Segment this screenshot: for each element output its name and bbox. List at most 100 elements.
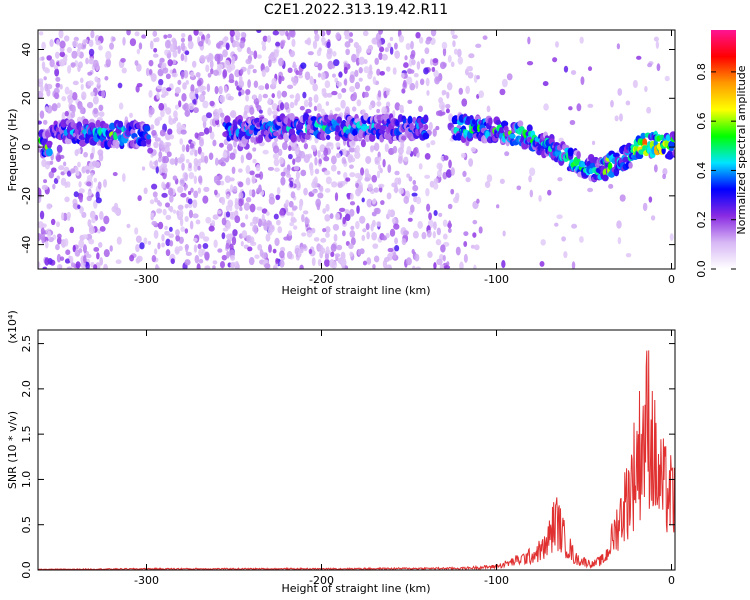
ridge-mark [601,174,609,182]
noise-speck [267,97,272,105]
noise-speck [192,237,198,242]
noise-speck [78,248,83,254]
noise-speck [349,74,355,84]
noise-speck [208,126,213,134]
noise-speck [63,238,69,247]
noise-speck [355,182,360,189]
noise-speck [632,79,638,89]
noise-speck [41,56,45,61]
noise-speck [161,192,168,198]
spectrogram-y-tick-label: 40 [20,43,33,57]
noise-speck [438,212,443,217]
noise-speck [304,217,310,225]
ridge-mark [607,162,613,171]
noise-speck [432,231,436,239]
snr-x-tick-label: -100 [484,574,509,587]
noise-speck [478,90,485,99]
ridge-mark [257,134,264,144]
noise-speck [177,45,181,54]
noise-speck [387,164,392,174]
noise-speck [49,160,54,165]
noise-speck [77,43,83,50]
noise-speck [556,214,563,219]
noise-speck [90,30,95,39]
noise-speck [343,159,347,164]
noise-speck [88,39,94,48]
noise-speck [184,109,191,117]
noise-speck [231,236,237,246]
noise-speck [283,236,290,241]
noise-speck [424,47,430,55]
ridge-mark [146,134,151,140]
noise-speck [426,229,432,238]
noise-speck [134,227,139,235]
noise-speck [274,237,280,247]
noise-speck [329,258,335,268]
noise-speck [149,160,153,169]
noise-speck [190,187,194,193]
noise-speck [475,43,482,49]
noise-speck [361,109,366,115]
noise-speck [190,71,195,78]
noise-speck [159,140,164,150]
noise-speck [285,199,289,206]
noise-speck [472,219,478,225]
noise-speck [648,196,653,203]
noise-speck [238,79,245,88]
ridge-mark [666,151,674,160]
noise-speck [317,150,321,158]
noise-speck [325,203,330,212]
noise-speck [99,225,106,232]
noise-speck [587,103,594,108]
noise-speck [156,116,163,121]
noise-speck [571,223,578,229]
noise-speck [323,92,329,98]
noise-speck [271,77,277,87]
noise-speck [77,161,81,168]
noise-speck [180,226,185,232]
noise-speck [79,195,83,203]
noise-speck [66,266,73,269]
noise-speck [262,93,268,99]
snr-x-tick-label: -200 [309,574,334,587]
noise-speck [143,187,148,195]
noise-speck [194,149,198,157]
noise-speck [289,94,295,99]
noise-speck [234,69,241,78]
noise-speck [452,40,456,48]
noise-speck [247,79,251,89]
noise-speck [421,231,427,240]
noise-speck [126,223,131,229]
noise-speck [48,171,55,179]
noise-speck [312,83,318,92]
noise-speck [229,30,235,37]
noise-speck [664,75,670,82]
noise-speck [43,76,47,81]
noise-speck [403,156,409,162]
noise-speck [414,253,420,262]
noise-speck [222,151,228,159]
noise-speck [214,53,221,62]
noise-speck [103,263,108,269]
noise-speck [644,86,648,93]
noise-speck [38,233,41,242]
noise-speck [39,210,45,220]
noise-speck [232,229,238,237]
noise-speck [184,216,189,223]
noise-speck [118,102,124,110]
noise-speck [557,177,563,182]
noise-speck [371,37,378,45]
noise-speck [317,259,322,267]
noise-speck [484,181,491,189]
noise-speck [109,245,113,252]
noise-speck [256,206,263,211]
noise-speck [587,66,593,72]
noise-speck [334,77,338,83]
noise-speck [91,160,98,167]
noise-speck [79,77,84,84]
noise-speck [466,66,472,72]
noise-speck [177,79,182,86]
noise-speck [270,51,275,57]
noise-speck [234,80,239,87]
noise-speck [362,30,369,37]
